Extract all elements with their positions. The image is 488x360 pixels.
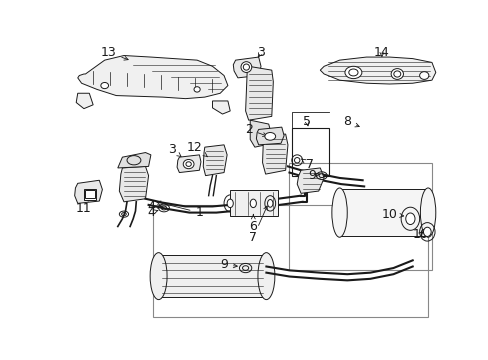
Polygon shape [250,120,271,147]
Text: 4: 4 [147,200,161,213]
Polygon shape [78,55,227,99]
Ellipse shape [294,158,299,163]
Polygon shape [320,57,435,84]
Ellipse shape [101,82,108,89]
Polygon shape [233,57,261,78]
Bar [291,128,328,176]
Polygon shape [297,168,324,193]
Polygon shape [75,180,102,203]
Text: 5: 5 [303,115,310,128]
Text: 1: 1 [157,201,203,219]
Text: 3: 3 [257,46,264,59]
Ellipse shape [331,188,346,237]
Polygon shape [177,155,201,172]
Ellipse shape [405,213,414,225]
Text: 7: 7 [301,158,314,171]
Bar [153,205,427,316]
Polygon shape [203,145,226,176]
Bar [289,163,431,270]
Ellipse shape [420,188,435,237]
Bar [230,190,277,216]
Ellipse shape [390,69,403,80]
Ellipse shape [183,159,194,169]
Polygon shape [76,93,93,109]
Ellipse shape [194,87,200,92]
Text: 3: 3 [167,143,181,157]
Text: 4: 4 [147,206,158,219]
Text: 10: 10 [381,208,403,221]
Ellipse shape [226,199,233,208]
Text: 10: 10 [411,228,427,240]
Polygon shape [118,153,151,168]
Polygon shape [256,127,284,145]
Ellipse shape [423,227,430,237]
Text: 9: 9 [220,258,237,271]
Ellipse shape [267,199,272,207]
Bar [84,189,96,199]
Text: 14: 14 [373,46,389,59]
Bar [339,189,427,236]
Bar [85,190,95,198]
Ellipse shape [241,62,251,72]
Bar [158,255,266,297]
Ellipse shape [419,72,428,80]
Ellipse shape [344,66,361,78]
Ellipse shape [250,199,256,208]
Text: 12: 12 [186,141,207,157]
Polygon shape [245,66,273,120]
Text: 8: 8 [343,115,359,128]
Text: 13: 13 [101,46,128,60]
Polygon shape [212,101,230,114]
Ellipse shape [257,253,274,300]
Text: 6: 6 [249,215,257,233]
Text: 9: 9 [308,169,319,182]
Text: 2: 2 [244,123,266,136]
Ellipse shape [150,253,167,300]
Text: 11: 11 [76,197,92,215]
Polygon shape [119,166,148,202]
Ellipse shape [264,132,275,140]
Text: 7: 7 [249,206,267,244]
Polygon shape [262,134,287,174]
